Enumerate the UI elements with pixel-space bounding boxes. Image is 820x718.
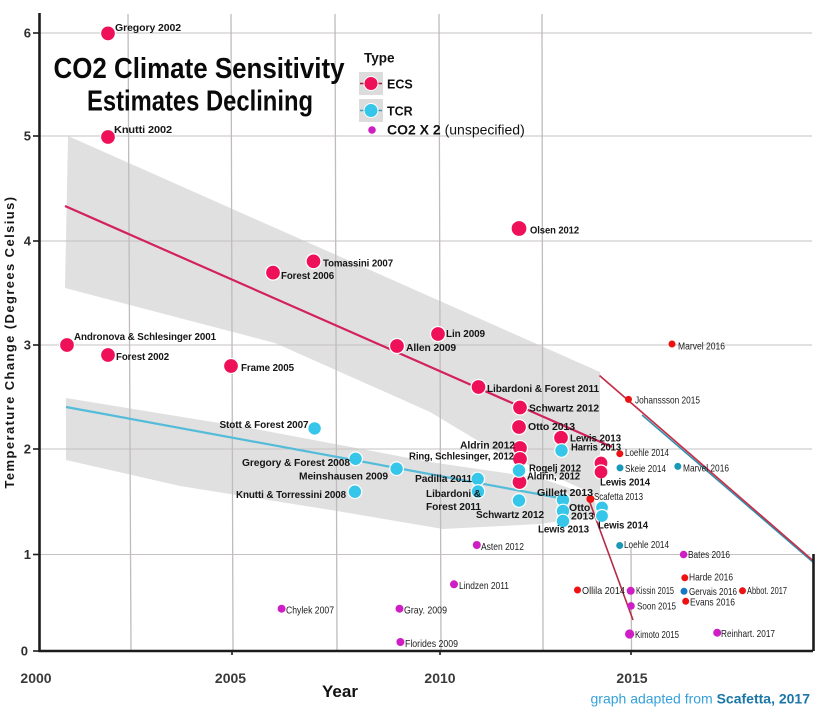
svg-text:Knutti & Torressini 2008: Knutti & Torressini 2008: [236, 489, 346, 501]
svg-text:Kissin 2015: Kissin 2015: [636, 585, 674, 597]
svg-text:2010: 2010: [424, 670, 455, 686]
svg-text:Libardoni &: Libardoni &: [426, 488, 481, 500]
svg-text:Harris 2013: Harris 2013: [571, 442, 621, 454]
svg-text:Padilla 2011: Padilla 2011: [415, 473, 472, 485]
svg-text:3: 3: [24, 338, 31, 353]
svg-text:Tomassini 2007: Tomassini 2007: [323, 258, 393, 270]
svg-text:2: 2: [24, 442, 31, 457]
svg-text:Kimoto 2015: Kimoto 2015: [635, 629, 679, 641]
svg-text:Ring, Schlesinger, 2012: Ring, Schlesinger, 2012: [409, 450, 514, 462]
svg-text:Frame 2005: Frame 2005: [241, 362, 294, 374]
svg-text:CO2 X 2 (unspecified): CO2 X 2 (unspecified): [387, 122, 525, 138]
svg-text:Aldrin, 2012: Aldrin, 2012: [527, 471, 580, 483]
svg-text:Lindzen 2011: Lindzen 2011: [459, 580, 509, 592]
svg-text:Lewis 2014: Lewis 2014: [600, 477, 650, 489]
svg-text:Rogelj 2012: Rogelj 2012: [529, 463, 581, 475]
svg-text:Forest 2011: Forest 2011: [426, 501, 481, 513]
svg-text:2005: 2005: [215, 670, 246, 686]
svg-text:5: 5: [24, 129, 31, 144]
svg-text:1: 1: [24, 547, 31, 562]
svg-text:Stott & Forest 2007: Stott & Forest 2007: [220, 419, 309, 431]
svg-text:Meinshausen 2009: Meinshausen 2009: [299, 471, 388, 483]
svg-text:2015: 2015: [616, 670, 647, 686]
svg-text:Marvel 2016: Marvel 2016: [683, 463, 729, 475]
svg-text:Schwartz 2012: Schwartz 2012: [529, 403, 599, 415]
svg-text:Lin 2009: Lin 2009: [446, 328, 485, 340]
svg-text:Bates 2016: Bates 2016: [688, 549, 730, 561]
svg-text:ECS: ECS: [387, 78, 413, 92]
svg-text:TCR: TCR: [387, 105, 413, 119]
svg-text:Otto 2013: Otto 2013: [528, 421, 575, 433]
svg-text:Gray. 2009: Gray. 2009: [404, 605, 447, 617]
svg-text:Lewis 2013: Lewis 2013: [538, 524, 589, 536]
svg-text:Skeie 2014: Skeie 2014: [625, 463, 666, 475]
svg-text:Gregory 2002: Gregory 2002: [115, 22, 181, 34]
svg-text:Libardoni & Forest 2011: Libardoni & Forest 2011: [487, 383, 599, 395]
svg-text:Chylek 2007: Chylek 2007: [286, 605, 334, 617]
svg-text:0: 0: [21, 644, 28, 659]
svg-text:Olsen 2012: Olsen 2012: [530, 225, 579, 237]
svg-text:Florides 2009: Florides 2009: [405, 638, 458, 650]
svg-text:Loehle 2014: Loehle 2014: [625, 447, 669, 459]
svg-text:2000: 2000: [20, 670, 51, 686]
svg-text:Otto: Otto: [569, 502, 590, 514]
svg-text:Lewis 2013: Lewis 2013: [570, 433, 621, 445]
svg-text:Estimates Declining: Estimates Declining: [87, 86, 313, 118]
svg-text:Forest 2002: Forest 2002: [116, 351, 169, 363]
svg-text:Evans 2016: Evans 2016: [690, 597, 735, 609]
svg-text:2013: 2013: [571, 511, 594, 523]
svg-text:Scafetta 2013: Scafetta 2013: [594, 491, 643, 503]
svg-text:Marvel 2016: Marvel 2016: [678, 341, 725, 353]
svg-text:Forest 2006: Forest 2006: [281, 270, 334, 282]
svg-text:Year: Year: [322, 682, 358, 701]
svg-text:Loehle 2014: Loehle 2014: [624, 539, 669, 551]
svg-text:6: 6: [24, 26, 31, 41]
svg-text:Soon 2015: Soon 2015: [637, 601, 676, 613]
svg-text:Temperature Change (Degrees Ce: Temperature Change (Degrees Celsius): [2, 196, 17, 489]
svg-text:Allen 2009: Allen 2009: [406, 342, 456, 354]
svg-text:Asten 2012: Asten 2012: [481, 541, 524, 553]
svg-text:Johanssson 2015: Johanssson 2015: [635, 395, 700, 407]
svg-text:Knutti 2002: Knutti 2002: [114, 124, 172, 136]
svg-text:Andronova & Schlesinger 2001: Andronova & Schlesinger 2001: [74, 331, 216, 343]
svg-text:Aldrin 2012: Aldrin 2012: [460, 440, 515, 452]
svg-text:CO2 Climate Sensitivity: CO2 Climate Sensitivity: [54, 53, 345, 85]
svg-text:Type: Type: [364, 51, 395, 66]
svg-text:Ollila 2014: Ollila 2014: [582, 585, 625, 597]
svg-text:Harde 2016: Harde 2016: [689, 572, 733, 584]
svg-text:4: 4: [24, 234, 32, 249]
svg-text:Gregory & Forest 2008: Gregory & Forest 2008: [242, 457, 350, 469]
svg-text:Lewis 2014: Lewis 2014: [598, 520, 648, 532]
svg-text:Abbot. 2017: Abbot. 2017: [747, 585, 787, 597]
svg-text:Gillett 2013: Gillett 2013: [537, 487, 593, 499]
svg-text:graph adapted from Scafetta, 2: graph adapted from Scafetta, 2017: [591, 691, 811, 707]
svg-text:Reinhart. 2017: Reinhart. 2017: [721, 628, 775, 640]
svg-text:Schwartz 2012: Schwartz 2012: [476, 509, 544, 521]
svg-text:Gervais 2016: Gervais 2016: [689, 586, 737, 598]
